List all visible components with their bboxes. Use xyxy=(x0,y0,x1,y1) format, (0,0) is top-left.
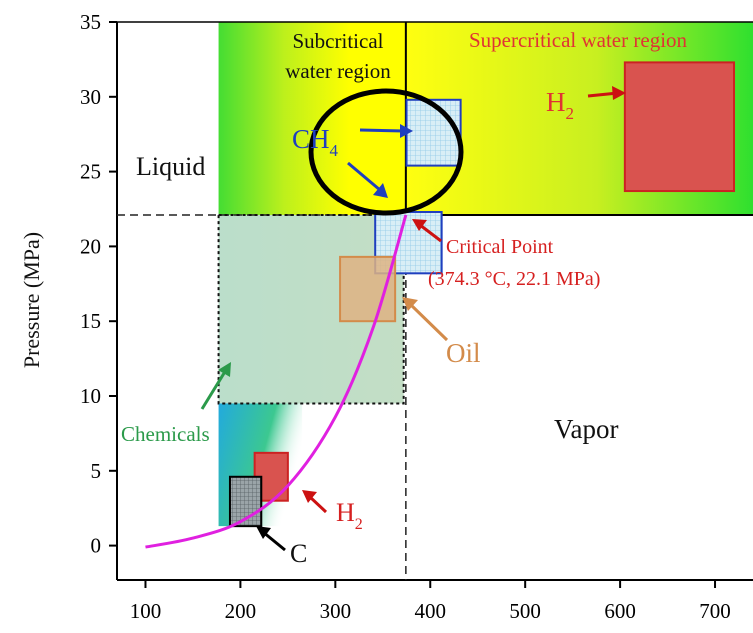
liquid-label: Liquid xyxy=(136,152,205,181)
y-tick-label: 15 xyxy=(80,309,101,333)
ch4-upper-box xyxy=(405,98,462,167)
h2-low-arrow xyxy=(302,490,328,514)
y-tick-label: 20 xyxy=(80,234,101,258)
critical-point-arrow xyxy=(412,219,442,243)
y-tick-label: 25 xyxy=(80,160,101,184)
h2-low-label: H2 xyxy=(336,498,363,533)
oil-arrow xyxy=(402,297,449,342)
y-tick-label: 0 xyxy=(91,534,102,558)
y-tick-label: 10 xyxy=(80,384,101,408)
y-axis-label: Pressure (MPa) xyxy=(19,232,44,368)
products xyxy=(228,61,736,528)
y-tick-label: 30 xyxy=(80,85,101,109)
chemicals-label: Chemicals xyxy=(121,422,210,446)
x-tick-label: 500 xyxy=(509,599,541,623)
chemicals-box-frame xyxy=(217,213,405,405)
subcritical-label-line2: water region xyxy=(285,59,391,83)
h2-high-arrow xyxy=(587,86,626,100)
h2-high-label: H2 xyxy=(546,87,574,123)
h2-high-box xyxy=(623,61,736,193)
y-tick-label: 5 xyxy=(91,459,102,483)
h2-high-label-subscript: 2 xyxy=(566,104,575,123)
saturation-curve xyxy=(145,214,408,549)
ch4-label: CH4 xyxy=(292,124,339,160)
critical-point-value: (374.3 °C, 22.1 MPa) xyxy=(428,268,600,290)
supercritical-label: Supercritical water region xyxy=(469,28,688,52)
subcritical-region xyxy=(218,22,406,215)
subcritical-label-line1: Subcritical xyxy=(293,29,384,53)
vapor-label: Vapor xyxy=(554,414,618,444)
x-tick-label: 600 xyxy=(604,599,636,623)
arrows xyxy=(200,86,626,552)
oil-label: Oil xyxy=(446,338,481,368)
highlight-circle xyxy=(308,88,464,216)
x-ticks: 100 200 300 400 500 600 700 xyxy=(130,580,731,623)
y-tick-label: 35 xyxy=(80,10,101,34)
x-tick-label: 300 xyxy=(320,599,352,623)
ch4-lower-arrow xyxy=(347,161,388,198)
ch4-label-subscript: 4 xyxy=(330,141,339,160)
carbon-label: C xyxy=(290,539,307,568)
axes xyxy=(116,21,753,581)
chemicals-arrow xyxy=(200,362,231,410)
h2-low-label-base: H xyxy=(336,498,355,527)
x-tick-label: 100 xyxy=(130,599,162,623)
labels: Subcritical water region Supercritical w… xyxy=(19,28,688,568)
y-ticks: 0 5 10 15 20 25 30 35 xyxy=(80,10,117,558)
x-tick-label: 700 xyxy=(699,599,731,623)
ch4-upper-arrow xyxy=(359,124,413,138)
h2-high-label-base: H xyxy=(546,87,566,117)
x-tick-label: 400 xyxy=(415,599,447,623)
oil-box xyxy=(339,255,397,323)
h2-low-label-subscript: 2 xyxy=(355,516,363,533)
ch4-label-base: CH xyxy=(292,124,330,154)
critical-point-title: Critical Point xyxy=(446,236,554,258)
x-tick-label: 200 xyxy=(225,599,257,623)
carbon-arrow xyxy=(256,526,286,552)
